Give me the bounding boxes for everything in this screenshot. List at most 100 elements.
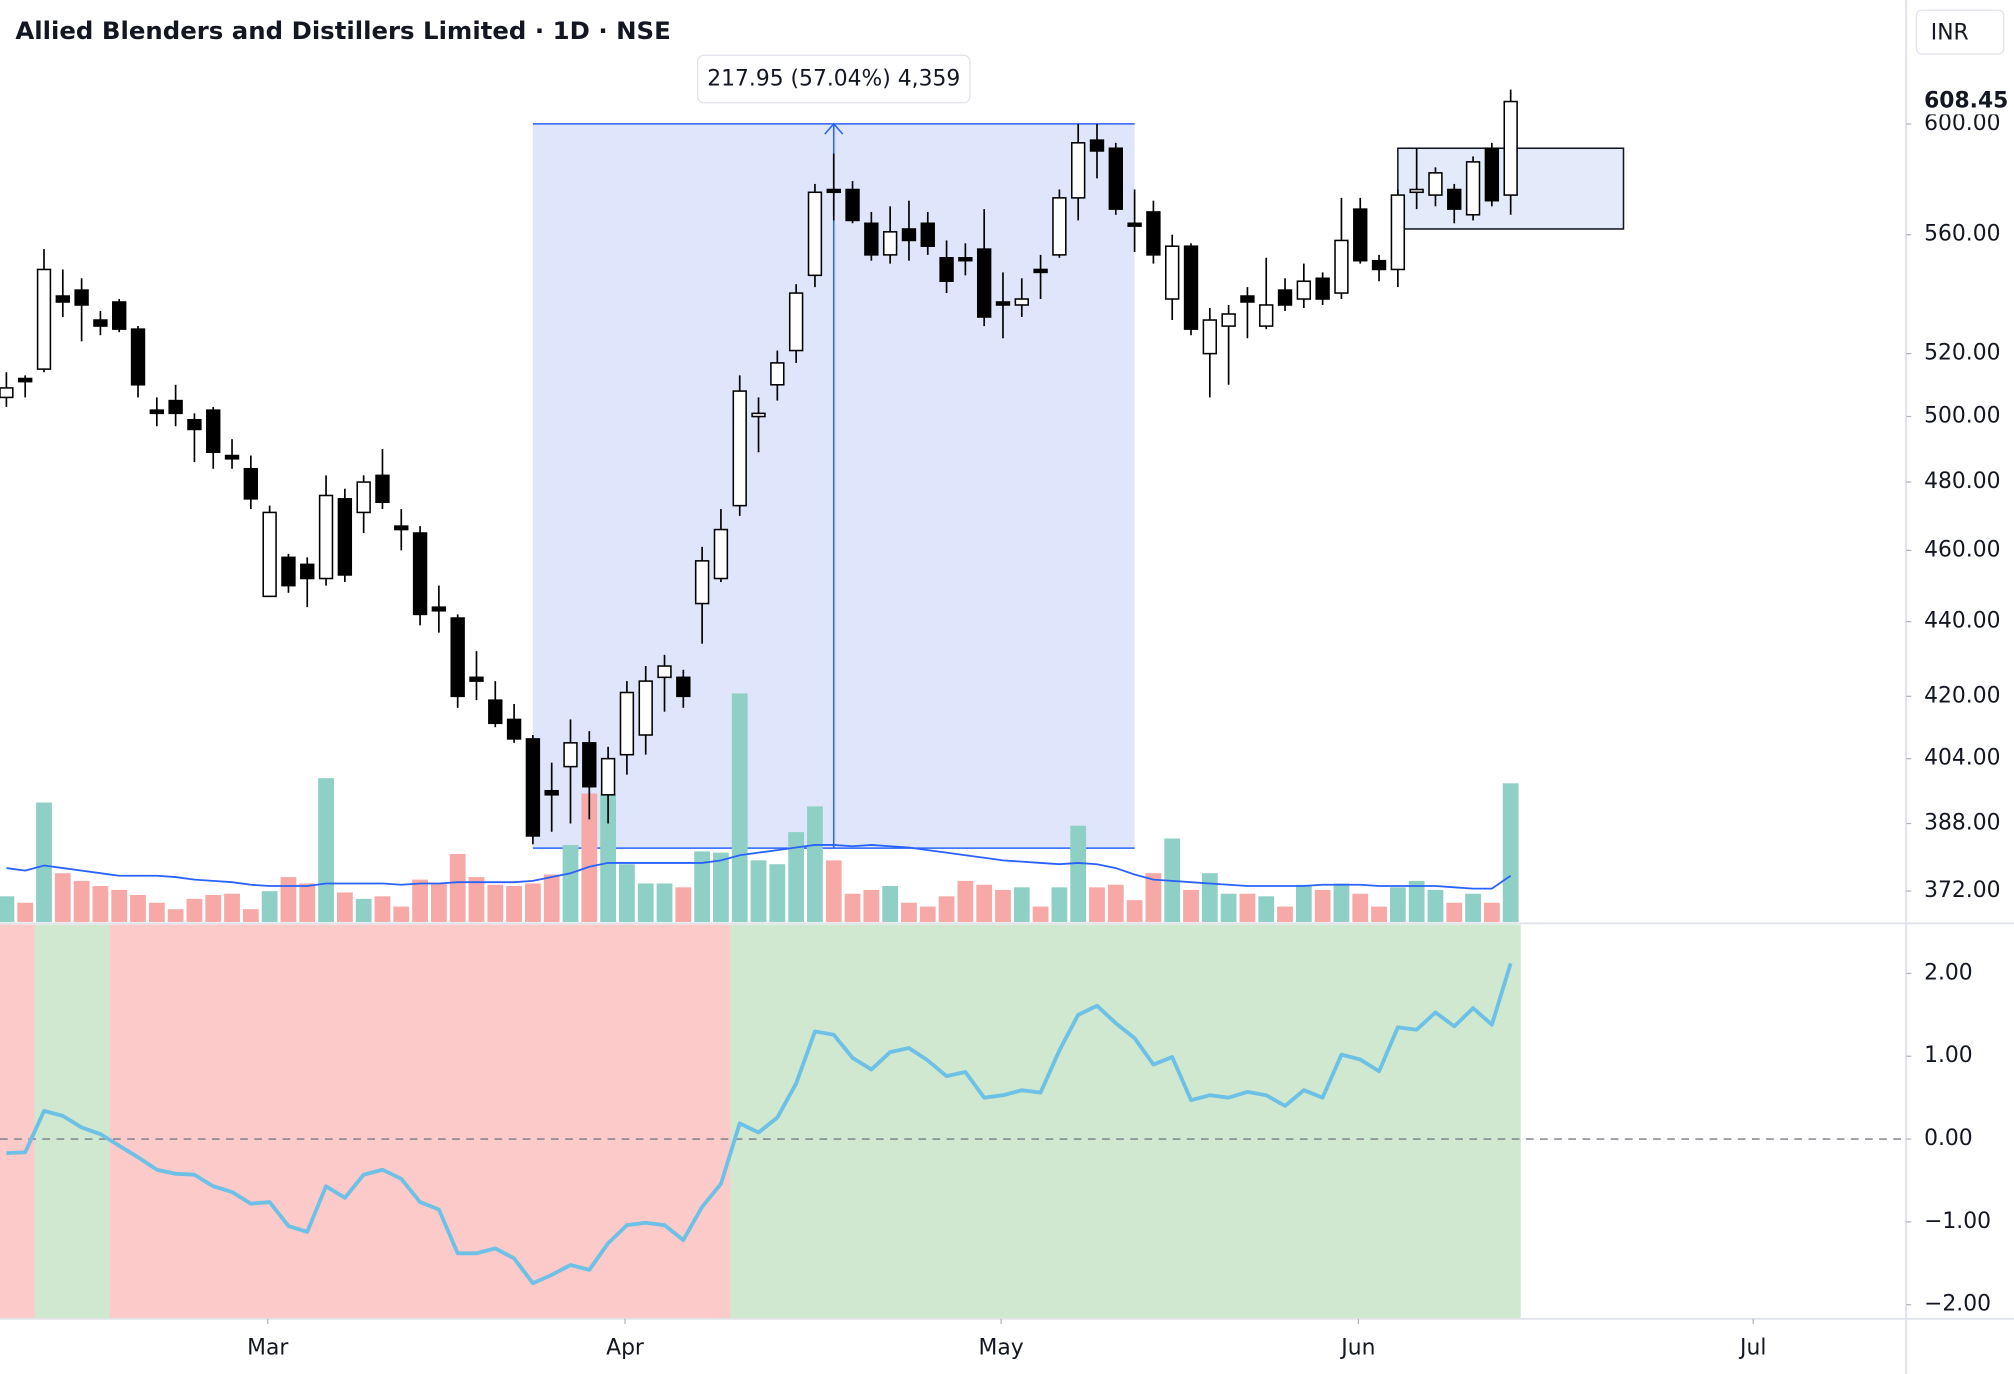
volume-bar [318,778,334,922]
oscillator-shade [711,924,731,1319]
oscillator-shade [617,924,637,1319]
currency-label[interactable]: INR [1931,20,1969,45]
volume-bar [637,883,654,922]
volume-bar [17,902,34,922]
volume-bar [261,891,278,922]
osc-tick-label: −2.00 [1924,1292,1991,1317]
candle-body [657,665,672,679]
candle-body [394,525,409,531]
volume-bar [1483,902,1500,922]
oscillator-shade [1049,924,1070,1319]
candle-body [412,532,428,616]
candle-body [1033,268,1048,274]
candle-body [356,481,371,514]
oscillator-shade [1332,924,1352,1319]
volume-bar [1314,889,1331,922]
candle-body [901,228,917,242]
volume-bar [600,793,617,922]
oscillator-shade [1144,924,1164,1319]
oscillator-shade [861,924,882,1319]
candle-body [1334,239,1349,294]
oscillator-shade [391,924,412,1319]
x-tick-label: Jun [1339,1335,1375,1360]
oscillator-line [6,962,1513,1286]
candle-body [1070,142,1086,199]
volume-bar [280,877,297,922]
candle-body [1089,139,1105,152]
candle-body [1202,319,1218,355]
volume-bar [468,877,485,922]
oscillator-shade [1294,924,1314,1319]
volume-bar [1427,889,1444,922]
oscillator-shade [410,924,431,1319]
candle-body [751,412,766,418]
oscillator-shade [335,924,355,1319]
oscillator-shade [1068,924,1089,1319]
candle-body [1108,147,1123,210]
measure-label: 217.95 (57.04%) 4,359 [707,67,960,92]
volume-bar [148,902,165,922]
volume-bar [919,906,936,922]
candle-body [619,691,635,756]
candle-body [130,328,146,386]
candle-body [1127,222,1142,227]
last-price-label: 608.45 [1924,89,2008,114]
oscillator-shade [974,924,995,1319]
candle-body [74,289,89,306]
oscillator-shade [91,924,111,1319]
x-tick-label: Mar [247,1335,288,1360]
oscillator-shade [579,924,600,1319]
volume-bar [299,883,316,922]
volume-bar [1089,887,1105,922]
volume-bar [731,693,748,922]
candle-body [995,301,1011,306]
candle-body [939,257,954,282]
oscillator-shade [185,924,205,1319]
candle-body [243,467,259,500]
candle-body [206,409,221,454]
oscillator-shade [523,924,543,1319]
volume-bar [224,893,240,922]
candle-body [224,454,240,460]
x-tick-label: May [979,1335,1024,1360]
oscillator-shade [1106,924,1126,1319]
volume-bar [1371,906,1387,922]
volume-bar [73,880,90,922]
volume-bar [543,874,560,922]
volume-bar [1126,900,1143,922]
volume-bar [1070,825,1087,922]
last-price-bg [1913,88,2004,115]
volume-bar [844,893,861,922]
candle-body [638,680,653,736]
candle-body [450,617,465,698]
volume-bar [957,880,974,922]
y-tick-label: 460.00 [1924,537,2000,562]
candle-body [826,188,841,194]
candle-body [18,377,33,383]
volume-bar [1408,880,1425,922]
volume-bar [393,906,410,922]
oscillator-shade [1313,924,1333,1319]
volume-bar [36,802,52,922]
volume-bar [111,889,128,922]
oscillator-shade [109,924,130,1319]
candle-body [1484,147,1500,202]
volume-bar [675,887,692,922]
candle-body [1259,304,1274,327]
candle-body [168,399,183,415]
oscillator-shade [373,924,393,1319]
oscillator-shade [1031,924,1051,1319]
oscillator-shade [1369,924,1390,1319]
candle-body [187,418,202,431]
candle-body [694,560,710,605]
oscillator-shade [1125,924,1145,1319]
currency-button[interactable] [1915,9,2005,55]
volume-bar [1333,883,1350,922]
measure-label-box [696,54,971,104]
oscillator-shade [805,924,825,1319]
oscillator-shade [467,924,487,1319]
oscillator-shade [128,924,149,1319]
volume-bar [336,892,353,922]
candle-body [469,676,484,682]
